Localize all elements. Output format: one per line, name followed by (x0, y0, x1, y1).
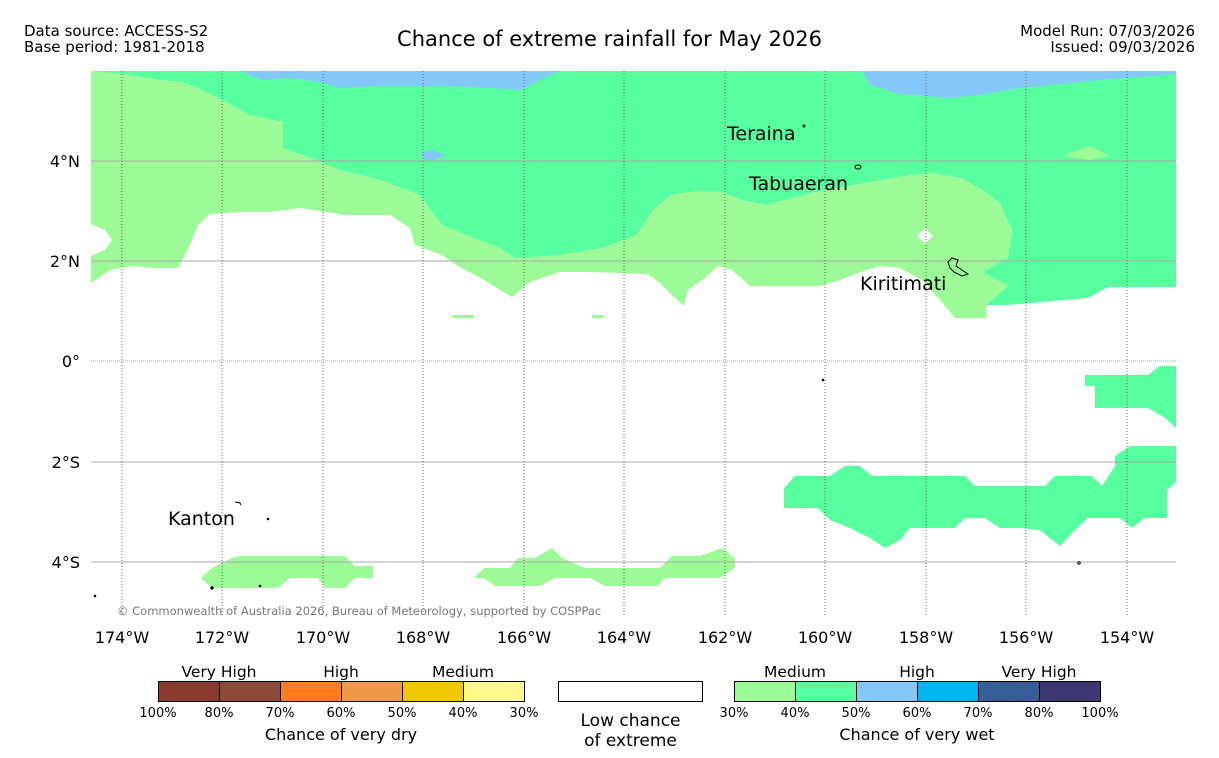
dry-swatch (341, 681, 403, 702)
lon-label: 168°W (396, 628, 451, 647)
wet-tick-label: 60% (902, 706, 932, 721)
dry-tick-label: 80% (204, 706, 234, 721)
dry-swatch (463, 681, 525, 702)
dry-tick-label: 30% (509, 706, 539, 721)
place-label-tabuaeran: Tabuaeran (748, 173, 848, 195)
place-label-kiritimati: Kiritimati (860, 273, 946, 295)
lat-label: 0° (62, 352, 80, 371)
gridlines (91, 160, 1176, 563)
low-chance-notch-west (91, 224, 112, 256)
lon-label: 160°W (798, 628, 853, 647)
issued-label: Issued: 09/03/2026 (1050, 38, 1195, 56)
wet-tick-label: 80% (1024, 706, 1054, 721)
wet-tick-label: 100% (1081, 706, 1119, 721)
copyright-notice: © Commonwealth of Australia 2026, Bureau… (117, 604, 601, 618)
wet-tick-label: 30% (719, 706, 749, 721)
low-chance-swatch (558, 681, 703, 702)
wet-swatch (917, 681, 979, 702)
wet-swatch (1039, 681, 1101, 702)
wet-50-region-small (421, 150, 445, 160)
dry-heading-very-high: Very High (181, 663, 257, 681)
dry-tick-label: 60% (326, 706, 356, 721)
wet-swatch (856, 681, 918, 702)
lat-label: 2°N (50, 252, 80, 271)
low-chance-label-line2: of extreme (584, 731, 677, 751)
dry-swatch (402, 681, 464, 702)
island-tabuaeran (854, 164, 862, 170)
wet-legend-title: Chance of very wet (839, 725, 995, 744)
wet-swatch (734, 681, 796, 702)
white-hole (917, 228, 933, 244)
model-run-label: Model Run: 07/03/2026 (1020, 22, 1195, 40)
lon-label: 158°W (899, 628, 954, 647)
wet-heading-medium: Medium (764, 663, 826, 681)
wet-swatch (978, 681, 1040, 702)
dry-tick-label: 70% (265, 706, 295, 721)
wet-swatch (795, 681, 857, 702)
lon-label: 164°W (597, 628, 652, 647)
dry-heading-high: High (323, 663, 359, 681)
wet-heading-very-high: Very High (1001, 663, 1077, 681)
meridians (121, 71, 1128, 616)
wet-40-region-south-east (1085, 366, 1176, 428)
chart-title: Chance of extreme rainfall for May 2026 (397, 27, 822, 51)
wet-heading-high: High (899, 663, 935, 681)
low-chance-label-line1: Low chance (580, 711, 681, 731)
wet-50-region-north-2 (862, 71, 1176, 98)
lon-label: 162°W (698, 628, 753, 647)
dry-tick-label: 40% (448, 706, 478, 721)
island-teraina (802, 124, 806, 128)
islands (93, 124, 1081, 598)
dry-heading-medium: Medium (432, 663, 494, 681)
lat-label: 2°S (52, 453, 80, 472)
lon-label: 156°W (999, 628, 1054, 647)
wet-30-region-south-west (201, 556, 373, 588)
wet-30-patch-east (1062, 146, 1110, 160)
lon-label: 174°W (95, 628, 150, 647)
lat-label: 4°N (50, 152, 80, 171)
place-label-kanton: Kanton (168, 508, 235, 530)
wet-tick-label: 50% (841, 706, 871, 721)
dry-tick-label: 100% (139, 706, 177, 721)
dry-tick-label: 50% (387, 706, 417, 721)
wet-30-region-north (91, 71, 1012, 318)
dry-swatch (158, 681, 220, 702)
wet-50-region-north-1 (240, 71, 560, 90)
lon-label: 172°W (195, 628, 250, 647)
island-kanton (234, 501, 242, 506)
map-area (91, 71, 1176, 588)
wet-30-region-south-mid (474, 548, 735, 586)
island-kiritimati (947, 257, 970, 277)
rainfall-map: Teraina Tabuaeran Kiritimati Kanton 4°N … (50, 71, 1176, 647)
wet-tick-label: 70% (963, 706, 993, 721)
wet-tick-label: 40% (780, 706, 810, 721)
dry-legend-title: Chance of very dry (264, 725, 418, 744)
dry-swatch (280, 681, 342, 702)
lon-label: 154°W (1100, 628, 1155, 647)
lon-label: 166°W (497, 628, 552, 647)
lon-label: 170°W (296, 628, 351, 647)
place-label-teraina: Teraina (726, 123, 796, 145)
lat-label: 4°S (52, 553, 80, 572)
base-period-label: Base period: 1981-2018 (24, 38, 205, 56)
wet-40-region-south (784, 446, 1176, 548)
wet-40-region-north (91, 71, 1176, 305)
dry-swatch (219, 681, 281, 702)
data-source-label: Data source: ACCESS-S2 (24, 22, 209, 40)
